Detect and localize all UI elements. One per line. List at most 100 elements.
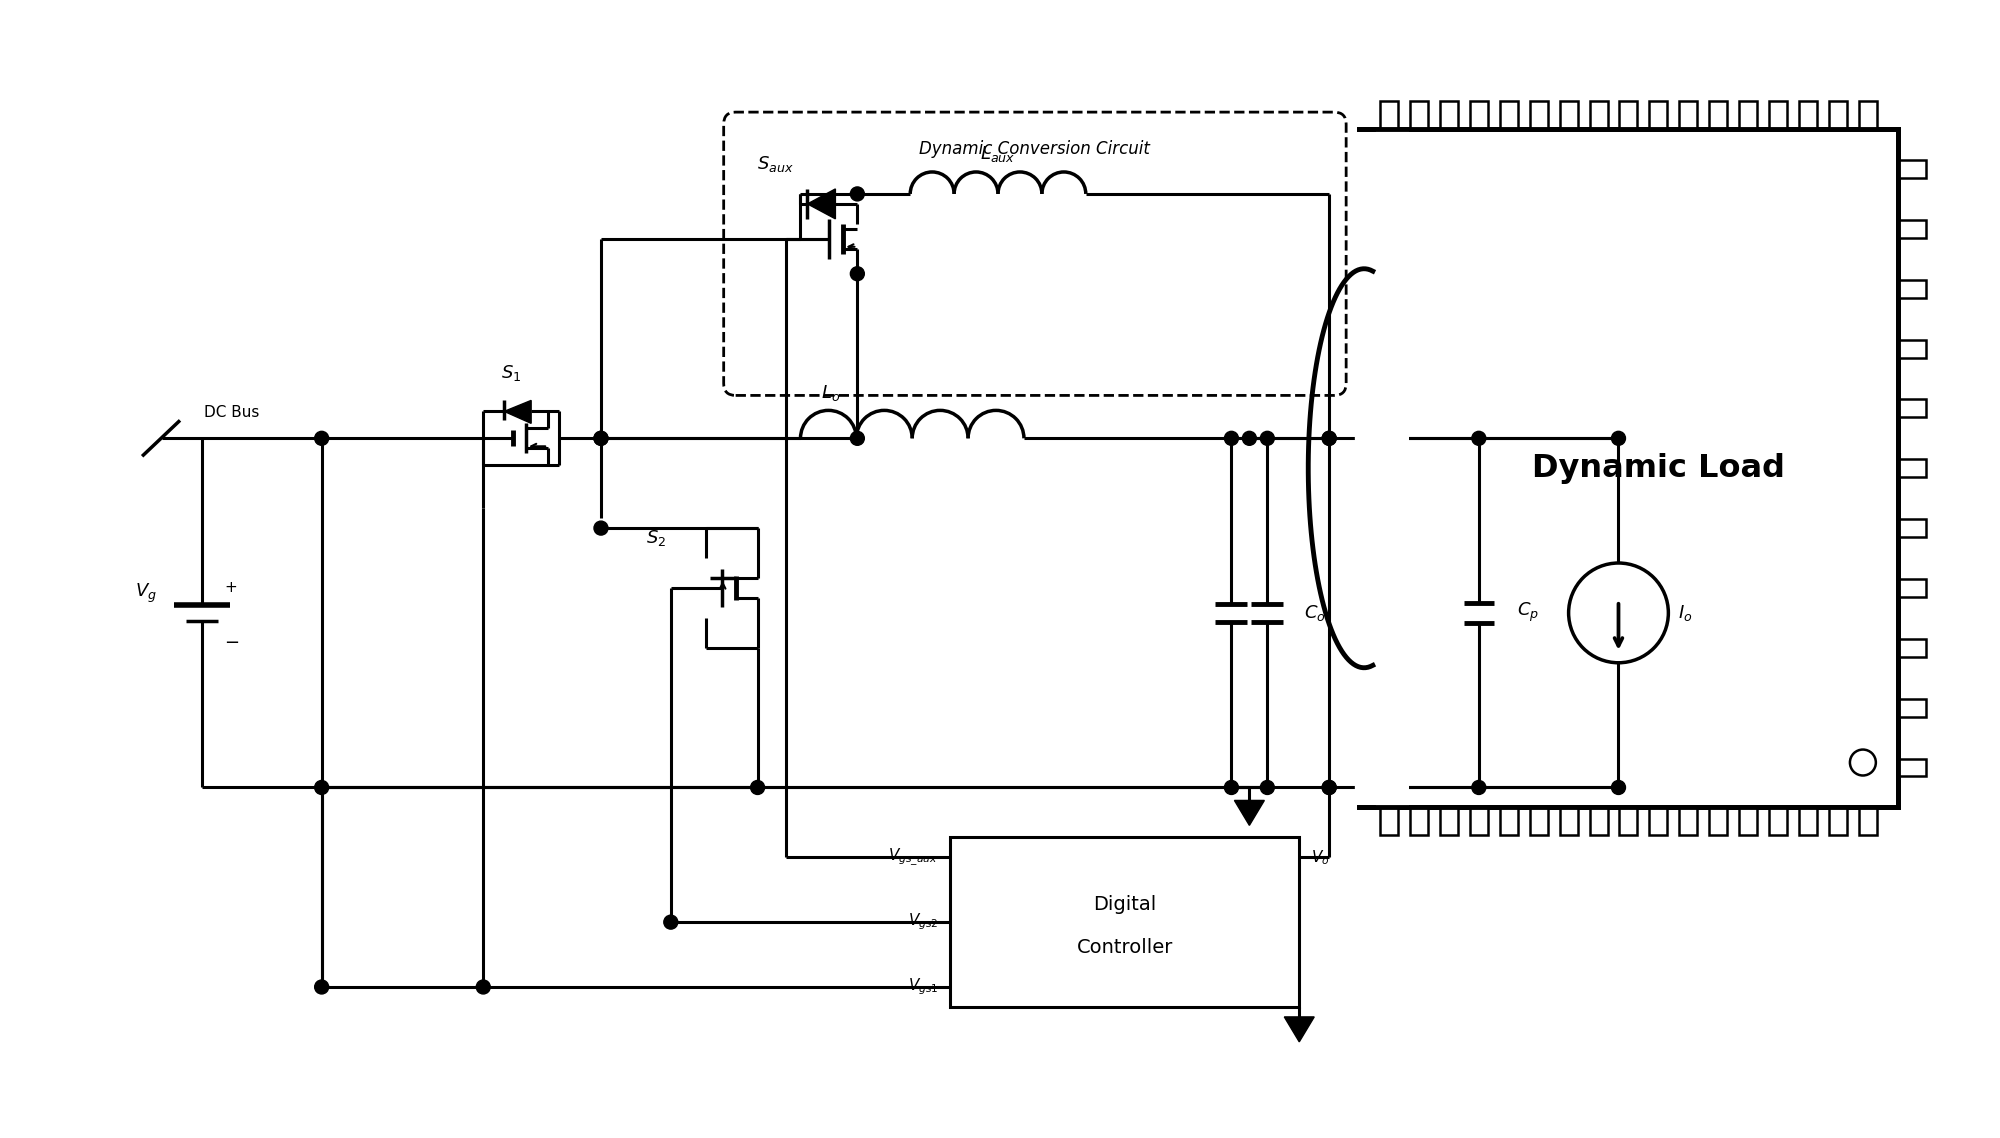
Bar bbox=[1500, 101, 1518, 129]
Circle shape bbox=[314, 431, 328, 445]
Circle shape bbox=[1224, 431, 1238, 445]
Polygon shape bbox=[1284, 1017, 1314, 1042]
Text: $L_{aux}$: $L_{aux}$ bbox=[980, 145, 1016, 164]
Circle shape bbox=[1472, 431, 1486, 445]
Bar bbox=[1360, 129, 1898, 808]
Text: Digital: Digital bbox=[1094, 894, 1156, 914]
Text: $S_{aux}$: $S_{aux}$ bbox=[758, 154, 794, 174]
Bar bbox=[1530, 808, 1548, 835]
Circle shape bbox=[1472, 781, 1486, 794]
Bar bbox=[1470, 101, 1488, 129]
Text: $V_{gs2}$: $V_{gs2}$ bbox=[908, 912, 938, 932]
Text: $L_o$: $L_o$ bbox=[820, 384, 840, 403]
Text: $C_o$: $C_o$ bbox=[1304, 603, 1326, 622]
Polygon shape bbox=[1234, 800, 1264, 825]
Text: Dynamic Load: Dynamic Load bbox=[1532, 453, 1784, 484]
Bar bbox=[1560, 808, 1578, 835]
Bar bbox=[1410, 101, 1428, 129]
Circle shape bbox=[476, 980, 490, 993]
Bar bbox=[1800, 808, 1818, 835]
Text: $V_o$: $V_o$ bbox=[1364, 398, 1386, 419]
Text: $S_2$: $S_2$ bbox=[646, 528, 666, 549]
Text: $S_1$: $S_1$ bbox=[502, 363, 522, 384]
Circle shape bbox=[1322, 431, 1336, 445]
Circle shape bbox=[314, 781, 328, 794]
Bar bbox=[1770, 808, 1788, 835]
Bar bbox=[1800, 101, 1818, 129]
Bar bbox=[1380, 101, 1398, 129]
Bar bbox=[1650, 808, 1668, 835]
Bar bbox=[1470, 808, 1488, 835]
Circle shape bbox=[1322, 431, 1336, 445]
Text: +: + bbox=[224, 580, 236, 595]
Text: $C_p$: $C_p$ bbox=[1516, 601, 1538, 625]
Bar bbox=[1680, 808, 1698, 835]
Bar bbox=[1858, 101, 1876, 129]
Circle shape bbox=[1612, 781, 1626, 794]
Bar bbox=[1500, 808, 1518, 835]
Text: $V_g$: $V_g$ bbox=[136, 582, 158, 604]
Text: $-$: $-$ bbox=[224, 632, 240, 650]
Text: Controller: Controller bbox=[1076, 938, 1172, 957]
Bar bbox=[1898, 460, 1926, 477]
Bar bbox=[1710, 808, 1728, 835]
Circle shape bbox=[594, 431, 608, 445]
Bar bbox=[1770, 101, 1788, 129]
Bar bbox=[1440, 101, 1458, 129]
Bar bbox=[1620, 101, 1638, 129]
Polygon shape bbox=[504, 401, 532, 423]
Bar bbox=[1560, 101, 1578, 129]
Bar bbox=[1898, 759, 1926, 776]
Circle shape bbox=[1322, 781, 1336, 794]
Bar bbox=[1590, 808, 1608, 835]
Bar bbox=[1898, 519, 1926, 537]
Bar bbox=[1898, 339, 1926, 357]
Bar bbox=[1680, 101, 1698, 129]
Text: DC Bus: DC Bus bbox=[204, 405, 260, 420]
Circle shape bbox=[664, 915, 678, 929]
Bar bbox=[1710, 101, 1728, 129]
Polygon shape bbox=[808, 189, 836, 218]
Bar bbox=[1898, 220, 1926, 238]
Circle shape bbox=[1322, 781, 1336, 794]
Bar bbox=[1440, 808, 1458, 835]
Circle shape bbox=[850, 431, 864, 445]
Circle shape bbox=[1260, 781, 1274, 794]
Bar bbox=[1590, 101, 1608, 129]
Bar bbox=[1828, 101, 1846, 129]
Text: $V_o$: $V_o$ bbox=[1312, 848, 1330, 867]
Text: $I_o$: $I_o$ bbox=[1678, 603, 1692, 622]
Bar bbox=[1380, 808, 1398, 835]
Circle shape bbox=[1260, 431, 1274, 445]
Bar bbox=[1898, 579, 1926, 597]
Circle shape bbox=[1242, 431, 1256, 445]
Bar bbox=[1650, 101, 1668, 129]
Bar bbox=[950, 838, 1300, 1007]
Text: $V_{gs\_aux}$: $V_{gs\_aux}$ bbox=[888, 847, 938, 868]
Circle shape bbox=[314, 980, 328, 993]
Circle shape bbox=[1224, 781, 1238, 794]
Circle shape bbox=[594, 521, 608, 535]
Bar bbox=[1360, 129, 1408, 808]
Circle shape bbox=[594, 431, 608, 445]
Circle shape bbox=[850, 266, 864, 281]
Text: $V_{gs1}$: $V_{gs1}$ bbox=[908, 976, 938, 997]
Circle shape bbox=[750, 781, 764, 794]
Circle shape bbox=[850, 187, 864, 201]
Bar bbox=[1828, 808, 1846, 835]
Text: Dynamic Conversion Circuit: Dynamic Conversion Circuit bbox=[920, 140, 1150, 158]
Bar bbox=[1858, 808, 1876, 835]
Bar bbox=[1740, 101, 1758, 129]
Bar bbox=[1740, 808, 1758, 835]
Bar bbox=[1898, 160, 1926, 178]
Bar bbox=[1898, 638, 1926, 657]
Circle shape bbox=[1850, 750, 1876, 775]
Bar bbox=[1898, 280, 1926, 298]
Circle shape bbox=[1568, 563, 1668, 662]
Circle shape bbox=[1612, 431, 1626, 445]
Bar bbox=[1620, 808, 1638, 835]
Bar bbox=[1898, 699, 1926, 717]
Bar bbox=[1410, 808, 1428, 835]
Bar bbox=[1530, 101, 1548, 129]
Bar bbox=[1898, 399, 1926, 418]
